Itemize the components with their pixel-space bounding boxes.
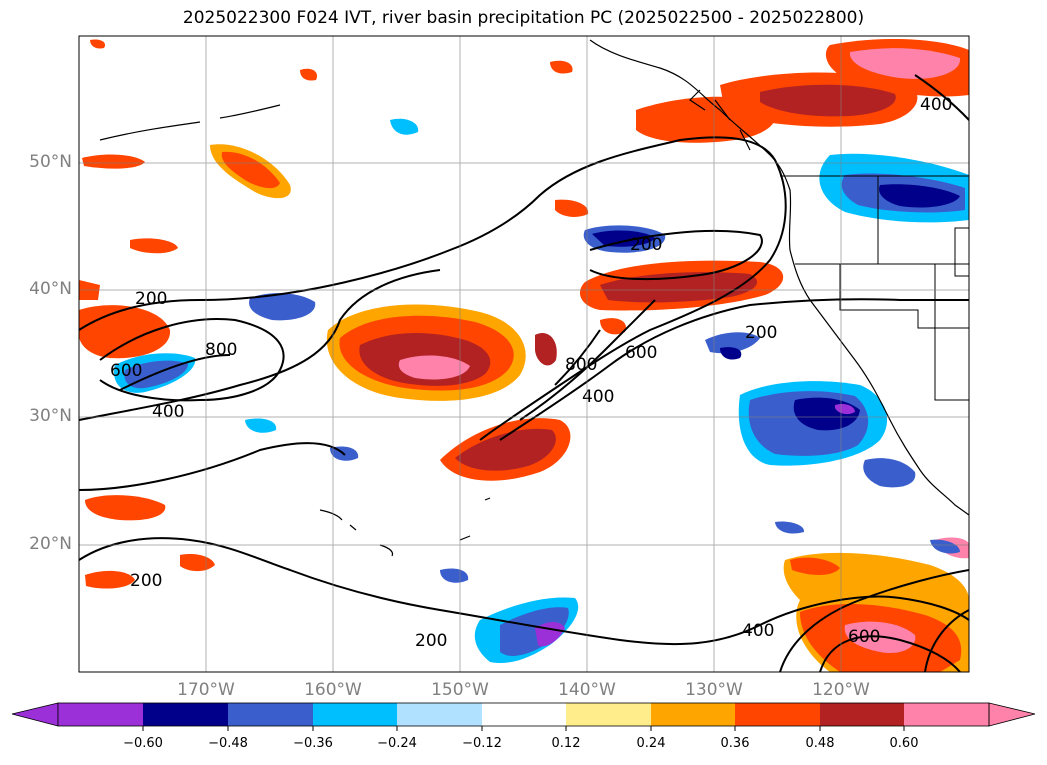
map-plot-area: 200 200 200 200 200 400 400 400 400 600 … [79, 36, 969, 672]
lat-label: 40°N [29, 279, 72, 299]
colorbar-segment [313, 703, 397, 726]
contour-label: 400 [582, 387, 614, 407]
colorbar-segment [735, 703, 820, 726]
gridlines [79, 36, 969, 672]
coastline [99, 39, 969, 557]
colorbar-tick-label: −0.12 [462, 736, 502, 751]
contour-label: 200 [135, 289, 167, 309]
colorbar-tick-label: 0.60 [889, 736, 919, 751]
contour-label: 400 [920, 95, 952, 115]
lon-label: 140°W [558, 680, 616, 700]
colorbar-tick-label: −0.48 [208, 736, 248, 751]
contour-label: 600 [625, 343, 657, 363]
colorbar-tick-label: 0.36 [720, 736, 750, 751]
contour-label: 400 [152, 402, 184, 422]
colorbar-extend-low [11, 702, 59, 727]
lat-label: 30°N [29, 406, 72, 426]
precip-pc-shading [79, 38, 969, 672]
colorbar-segment [566, 703, 651, 726]
contour-label: 400 [742, 621, 774, 641]
lat-label: 20°N [29, 534, 72, 554]
colorbar-tick-label: 0.48 [805, 736, 835, 751]
colorbar-tick-label: −0.24 [377, 736, 417, 751]
contour-label: 800 [565, 355, 597, 375]
ivt-contours [79, 74, 969, 672]
contour-label: 200 [415, 631, 447, 651]
colorbar-tick-label: 0.24 [636, 736, 666, 751]
lon-label: 120°W [812, 680, 870, 700]
colorbar-tick-label: −0.60 [123, 736, 163, 751]
lon-label: 130°W [685, 680, 743, 700]
colorbar [11, 702, 1036, 731]
colorbar-segment [397, 703, 482, 726]
colorbar-segment [143, 703, 228, 726]
colorbar-segment [58, 703, 143, 726]
lon-label: 150°W [431, 680, 489, 700]
lon-label: 170°W [177, 680, 235, 700]
colorbar-segment [482, 703, 566, 726]
map-title: 2025022300 F024 IVT, river basin precipi… [182, 8, 865, 28]
contour-label: 600 [110, 361, 142, 381]
colorbar-extend-high [988, 702, 1036, 727]
colorbar-segment [228, 703, 313, 726]
colorbar-segment [904, 703, 989, 726]
colorbar-segment [820, 703, 904, 726]
contour-label: 200 [630, 235, 662, 255]
map-frame [78, 35, 970, 673]
contour-label: 200 [745, 323, 777, 343]
contour-label: 600 [848, 627, 880, 647]
lon-label: 160°W [304, 680, 362, 700]
contour-label: 200 [130, 571, 162, 591]
contour-label: 800 [205, 340, 237, 360]
lat-label: 50°N [29, 152, 72, 172]
colorbar-tick-label: −0.36 [293, 736, 333, 751]
political-borders [780, 175, 969, 401]
colorbar-tick-label: 0.12 [551, 736, 581, 751]
colorbar-segment [651, 703, 735, 726]
